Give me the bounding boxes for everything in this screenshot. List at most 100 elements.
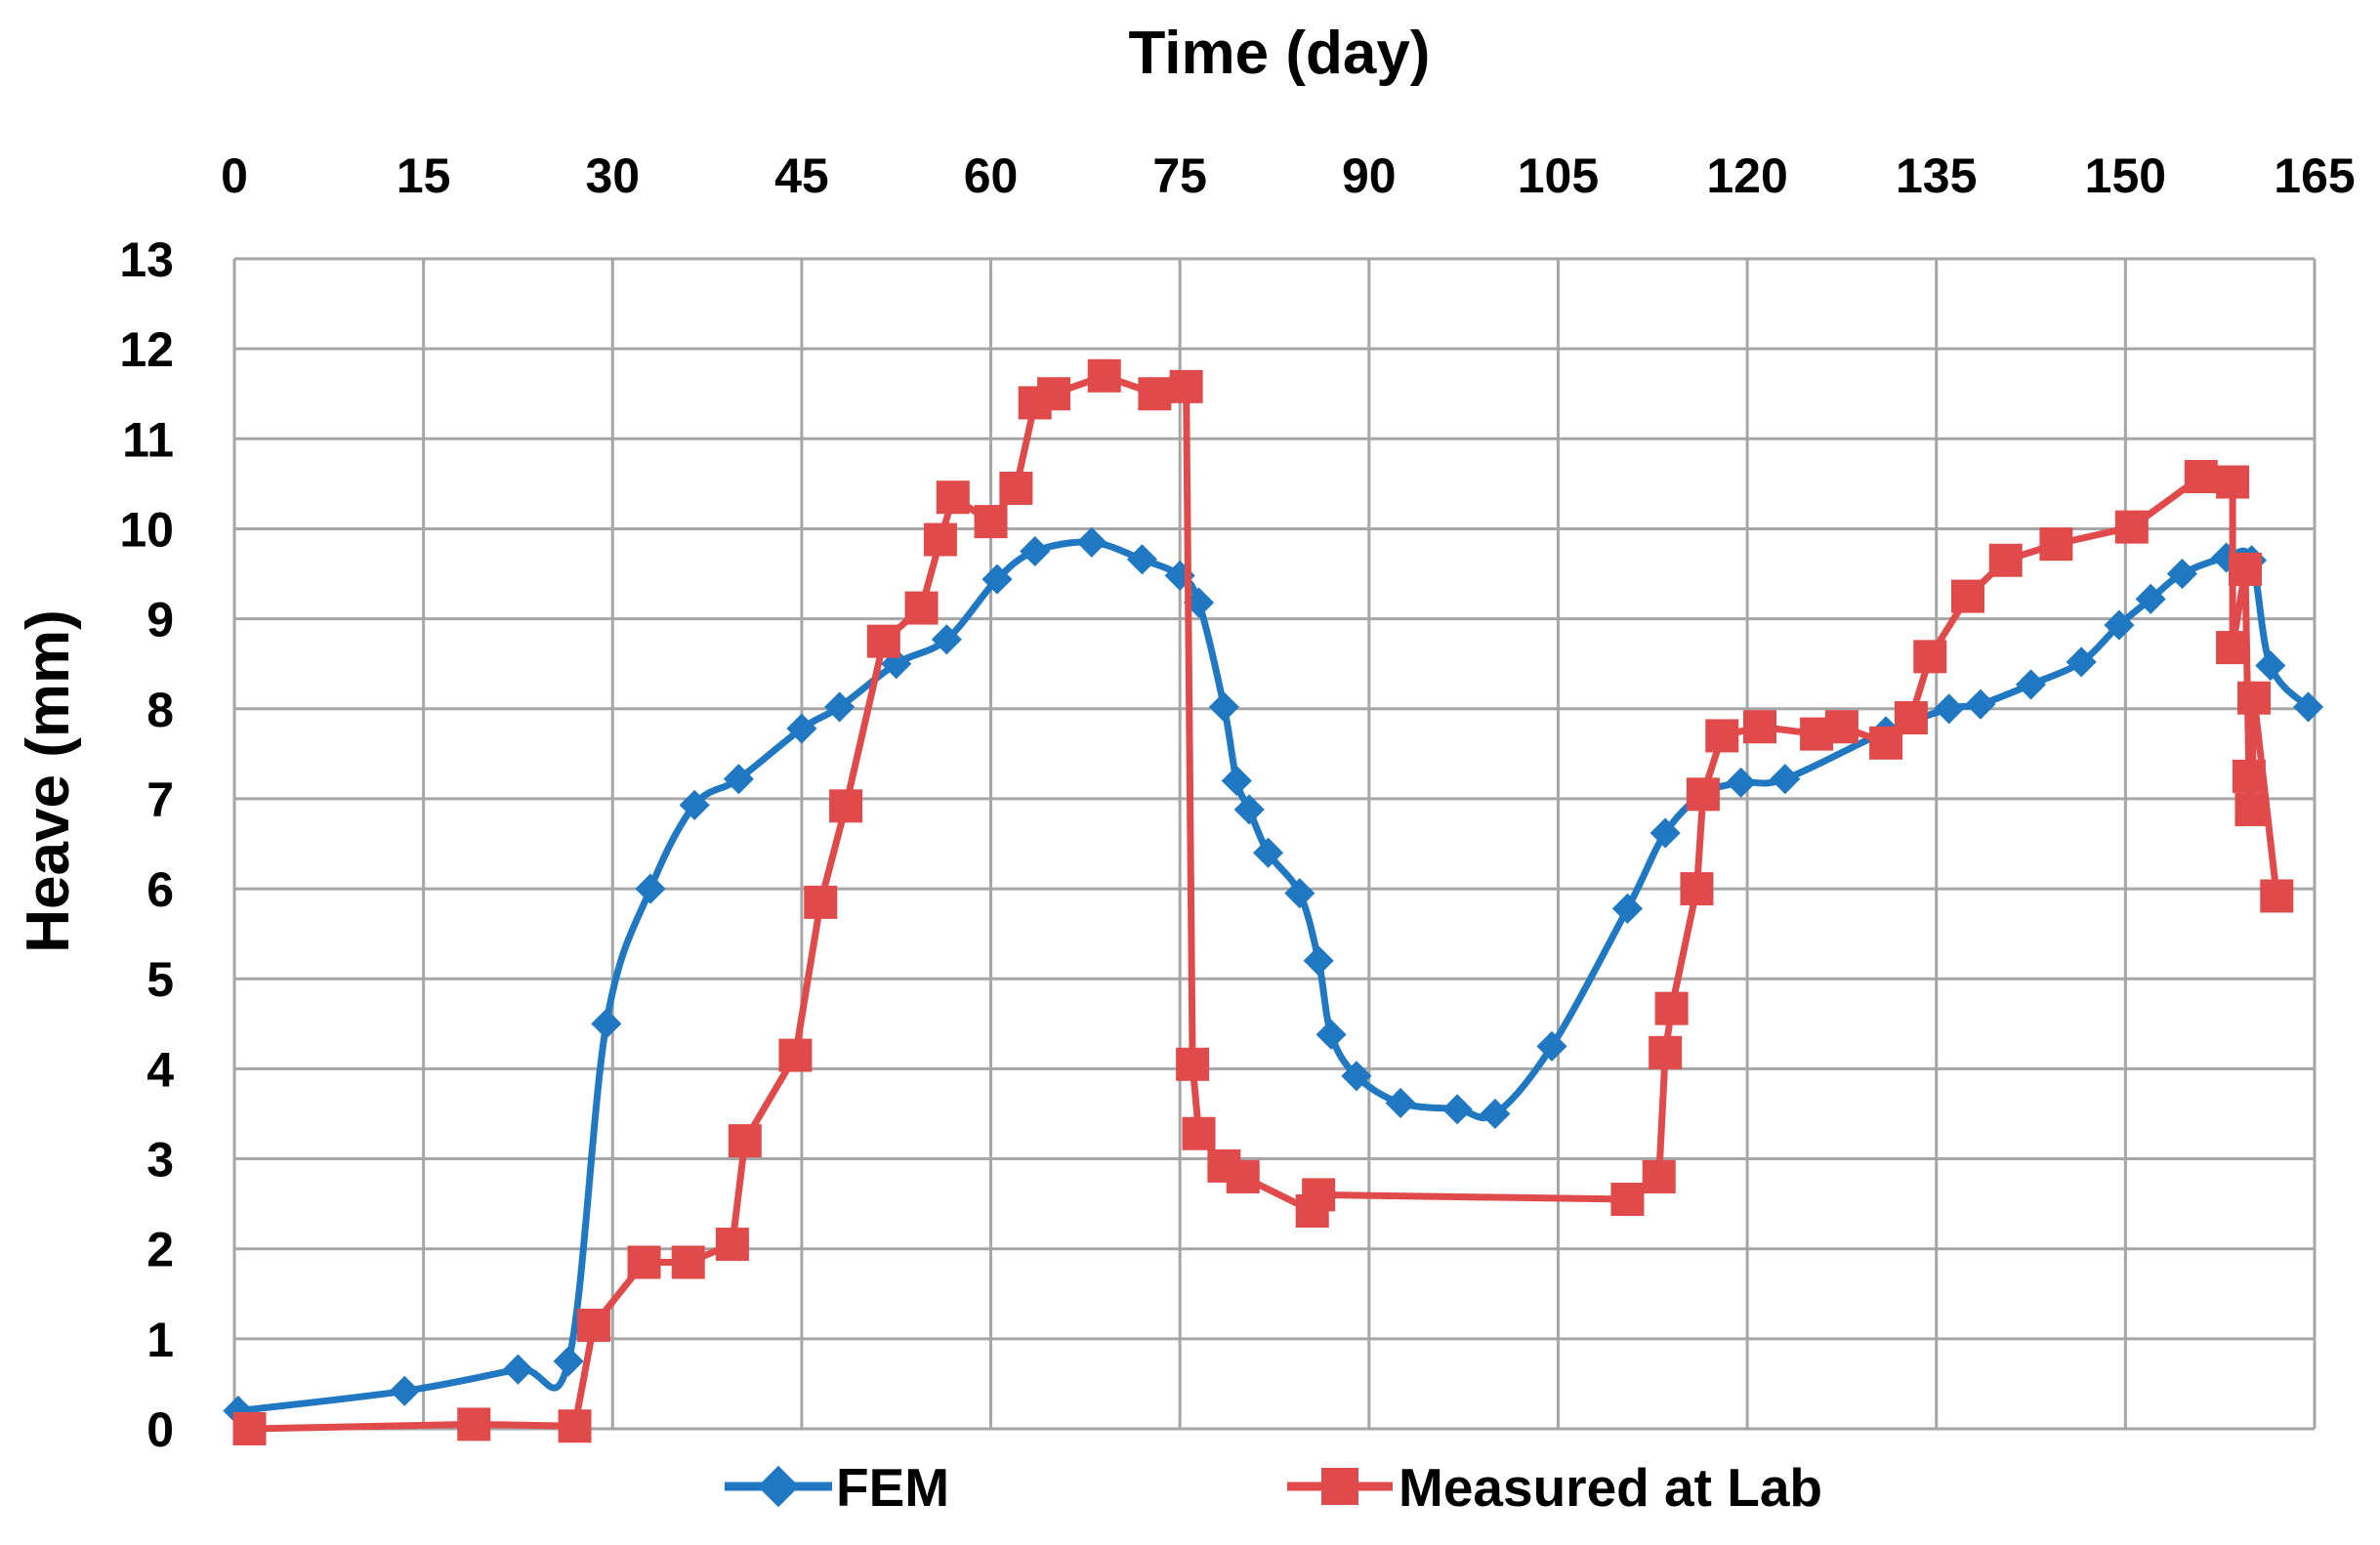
series-fem	[223, 526, 2324, 1427]
measured-point-34	[1705, 719, 1739, 753]
fem-point-37	[1965, 689, 1996, 720]
fem-point-2	[502, 1354, 534, 1385]
fem-point-4	[591, 1008, 622, 1039]
fem-line	[237, 538, 2312, 1415]
y-tick-label-1: 1	[146, 1313, 174, 1367]
measured-point-15	[974, 505, 1008, 539]
fem-point-29	[1536, 1030, 1567, 1062]
y-tick-label-11: 11	[122, 412, 174, 467]
fem-point-25	[1341, 1061, 1372, 1092]
measured-point-7	[728, 1124, 762, 1158]
fem-point-23	[1303, 945, 1334, 977]
y-tick-label-12: 12	[119, 322, 174, 377]
measured-point-10	[829, 789, 863, 823]
fem-point-41	[2135, 583, 2166, 614]
measured-point-41	[1951, 579, 1984, 613]
grid	[232, 257, 2317, 1431]
legend-fem-marker	[757, 1465, 800, 1508]
y-tick-label-8: 8	[146, 683, 174, 737]
measured-point-22	[1176, 1047, 1210, 1081]
y-tick-label-5: 5	[146, 952, 174, 1007]
fem-point-45	[2255, 649, 2286, 682]
fem-point-14	[1076, 526, 1107, 558]
series	[223, 358, 2324, 1445]
measured-point-25	[1226, 1159, 1260, 1193]
x-tick-label-135: 135	[1896, 148, 1977, 203]
fem-point-46	[2292, 691, 2324, 723]
x-tick-label-30: 30	[585, 148, 640, 203]
measured-point-23	[1182, 1116, 1216, 1150]
measured-point-2	[558, 1409, 592, 1443]
y-tick-label-2: 2	[146, 1223, 174, 1277]
fem-point-40	[2104, 609, 2135, 641]
fem-point-34	[1770, 764, 1801, 795]
fem-point-26	[1385, 1087, 1416, 1118]
fem-point-1	[389, 1375, 420, 1406]
fem-point-38	[2015, 669, 2047, 700]
legend-measured-marker	[1321, 1468, 1358, 1505]
y-tick-label-7: 7	[146, 772, 174, 827]
x-tick-label-75: 75	[1152, 148, 1207, 203]
measured-point-31	[1654, 991, 1689, 1025]
y-tick-label-0: 0	[146, 1402, 174, 1457]
x-tick-label-150: 150	[2085, 148, 2166, 203]
legend-item-fem: FEM	[725, 1457, 949, 1518]
measured-point-9	[804, 885, 838, 919]
tick-labels: 0 15 30 45 60 75 90 105 120 135 150 165012345678910…	[119, 148, 2355, 1457]
legend-fem-label: FEM	[836, 1457, 949, 1518]
measured-point-28	[1610, 1183, 1645, 1217]
x-tick-label-120: 120	[1706, 148, 1787, 203]
measured-point-42	[1988, 543, 2023, 577]
fem-point-33	[1726, 767, 1757, 798]
measured-point-6	[715, 1228, 749, 1262]
measured-point-27	[1302, 1178, 1336, 1212]
fem-point-39	[2066, 647, 2097, 678]
measured-point-39	[1894, 700, 1928, 734]
measured-point-49	[2232, 759, 2266, 793]
measured-point-19	[1087, 358, 1121, 393]
measured-point-13	[923, 522, 957, 557]
legend-item-measured: Measured at Lab	[1287, 1457, 1822, 1518]
fem-point-15	[1126, 544, 1158, 575]
fem-point-13	[1020, 535, 1051, 567]
fem-point-28	[1480, 1098, 1511, 1130]
y-tick-label-6: 6	[146, 862, 174, 917]
x-axis-title: Time (day)	[1129, 20, 1431, 87]
x-tick-label-60: 60	[964, 148, 1019, 203]
measured-point-44	[2114, 510, 2149, 544]
fem-point-30	[1611, 893, 1644, 924]
measured-point-21	[1169, 369, 1203, 403]
measured-point-14	[936, 480, 970, 515]
x-tick-label-15: 15	[397, 148, 451, 203]
measured-point-48	[2229, 552, 2262, 586]
y-tick-label-13: 13	[119, 232, 174, 287]
measured-point-4	[627, 1245, 661, 1279]
y-tick-label-10: 10	[119, 502, 174, 557]
y-tick-label-3: 3	[146, 1133, 174, 1188]
measured-point-29	[1642, 1159, 1676, 1193]
measured-point-30	[1649, 1035, 1683, 1069]
fem-point-24	[1315, 1019, 1347, 1050]
fem-point-27	[1441, 1094, 1473, 1125]
fem-point-5	[635, 873, 666, 904]
measured-point-20	[1138, 377, 1172, 411]
measured-point-0	[232, 1412, 267, 1445]
measured-point-37	[1824, 710, 1858, 744]
legend: FEM Measured at Lab	[725, 1457, 1822, 1518]
measured-point-50	[2234, 792, 2269, 826]
x-tick-label-105: 105	[1518, 148, 1599, 203]
measured-point-5	[671, 1245, 705, 1279]
measured-point-18	[1037, 377, 1071, 411]
measured-point-32	[1680, 872, 1714, 906]
measured-point-33	[1686, 777, 1720, 812]
measured-line	[249, 372, 2280, 1433]
fem-point-3	[553, 1346, 584, 1377]
measured-point-11	[866, 624, 900, 658]
measured-point-45	[2184, 460, 2218, 494]
series-measured	[232, 358, 2294, 1445]
x-tick-label-165: 165	[2274, 148, 2355, 203]
fem-point-36	[1934, 693, 1965, 725]
y-axis-title: Heave (mm)	[15, 609, 82, 952]
measured-point-8	[778, 1038, 813, 1072]
